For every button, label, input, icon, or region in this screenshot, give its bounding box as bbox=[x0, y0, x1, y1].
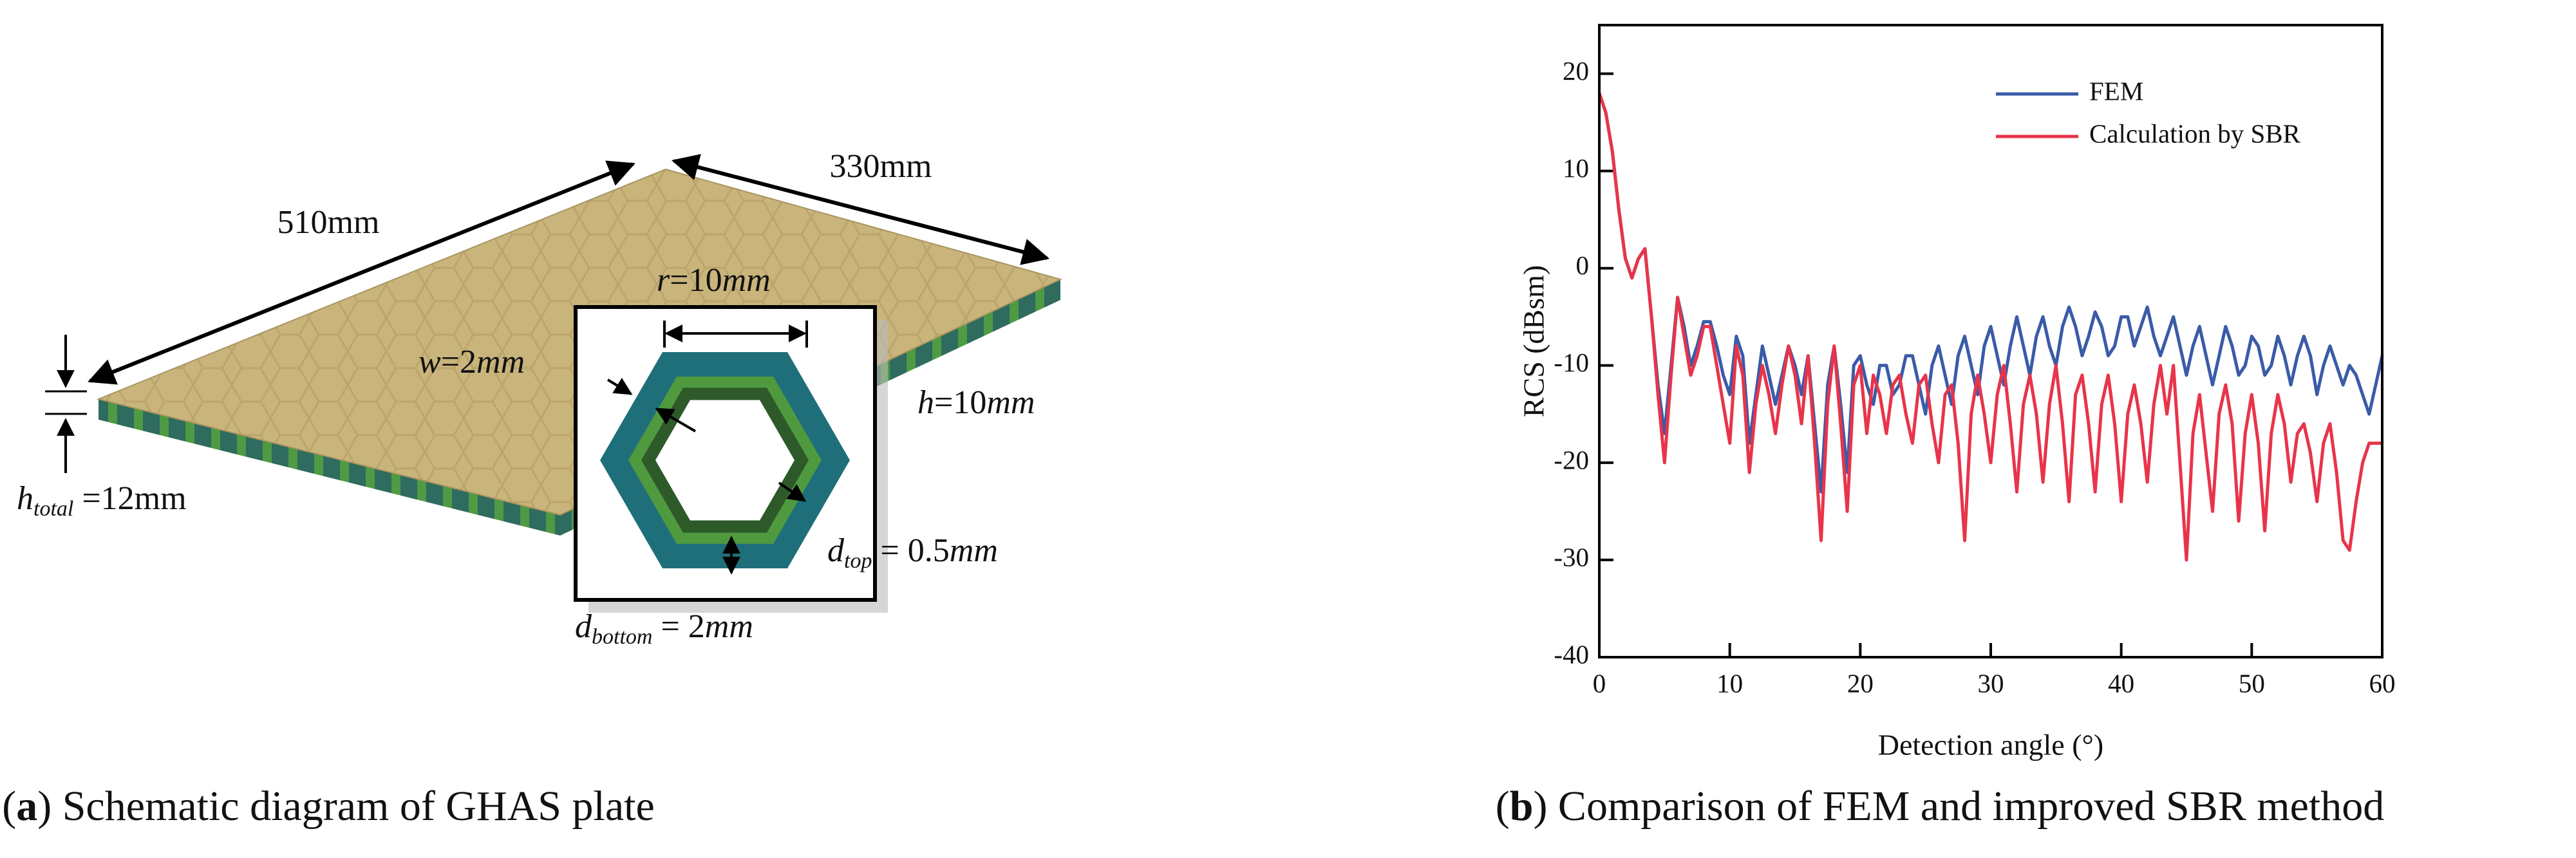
y-tick-label: -10 bbox=[1554, 348, 1589, 377]
legend-label: FEM bbox=[2089, 76, 2143, 106]
x-tick-label: 30 bbox=[1978, 668, 2004, 698]
series-line bbox=[1597, 93, 2382, 562]
d-bottom-label: dbottom = 2mm bbox=[575, 608, 753, 649]
y-tick-label: -40 bbox=[1554, 639, 1589, 669]
x-tick-label: 0 bbox=[1593, 668, 1606, 698]
caption-b: (b) Comparison of FEM and improved SBR m… bbox=[1496, 783, 2384, 830]
w-label: w=2mm bbox=[418, 344, 525, 380]
h-label: h=10mm bbox=[917, 384, 1035, 421]
y-tick-label: -30 bbox=[1554, 542, 1589, 572]
x-tick-label: 50 bbox=[2239, 668, 2265, 698]
d-top-label: dtop = 0.5mm bbox=[827, 532, 998, 573]
x-tick-label: 40 bbox=[2108, 668, 2134, 698]
length-label: 510mm bbox=[277, 204, 380, 241]
y-tick-label: 20 bbox=[1563, 56, 1589, 86]
y-tick-label: -20 bbox=[1554, 445, 1589, 474]
plot-frame bbox=[1598, 24, 2383, 658]
inset bbox=[574, 305, 888, 613]
y-tick-label: 0 bbox=[1576, 250, 1590, 280]
h-total-label: htotal =12mm bbox=[17, 480, 187, 521]
width-label: 330mm bbox=[830, 148, 932, 185]
caption-a: (a) Schematic diagram of GHAS plate bbox=[2, 783, 655, 830]
dimension-arrows bbox=[45, 154, 1050, 473]
legend-label: Calculation by SBR bbox=[2089, 118, 2301, 148]
x-tick-label: 10 bbox=[1716, 668, 1743, 698]
x-tick-label: 20 bbox=[1847, 668, 1874, 698]
y-axis-label: RCS (dBsm) bbox=[1518, 265, 1550, 417]
r-label: r=10mm bbox=[657, 262, 771, 299]
x-axis-label: Detection angle (°) bbox=[1878, 729, 2103, 761]
hexagon-layer bbox=[655, 400, 794, 521]
series-line bbox=[1597, 93, 2384, 494]
y-tick-label: 10 bbox=[1563, 153, 1589, 183]
x-tick-label: 60 bbox=[2369, 668, 2396, 698]
